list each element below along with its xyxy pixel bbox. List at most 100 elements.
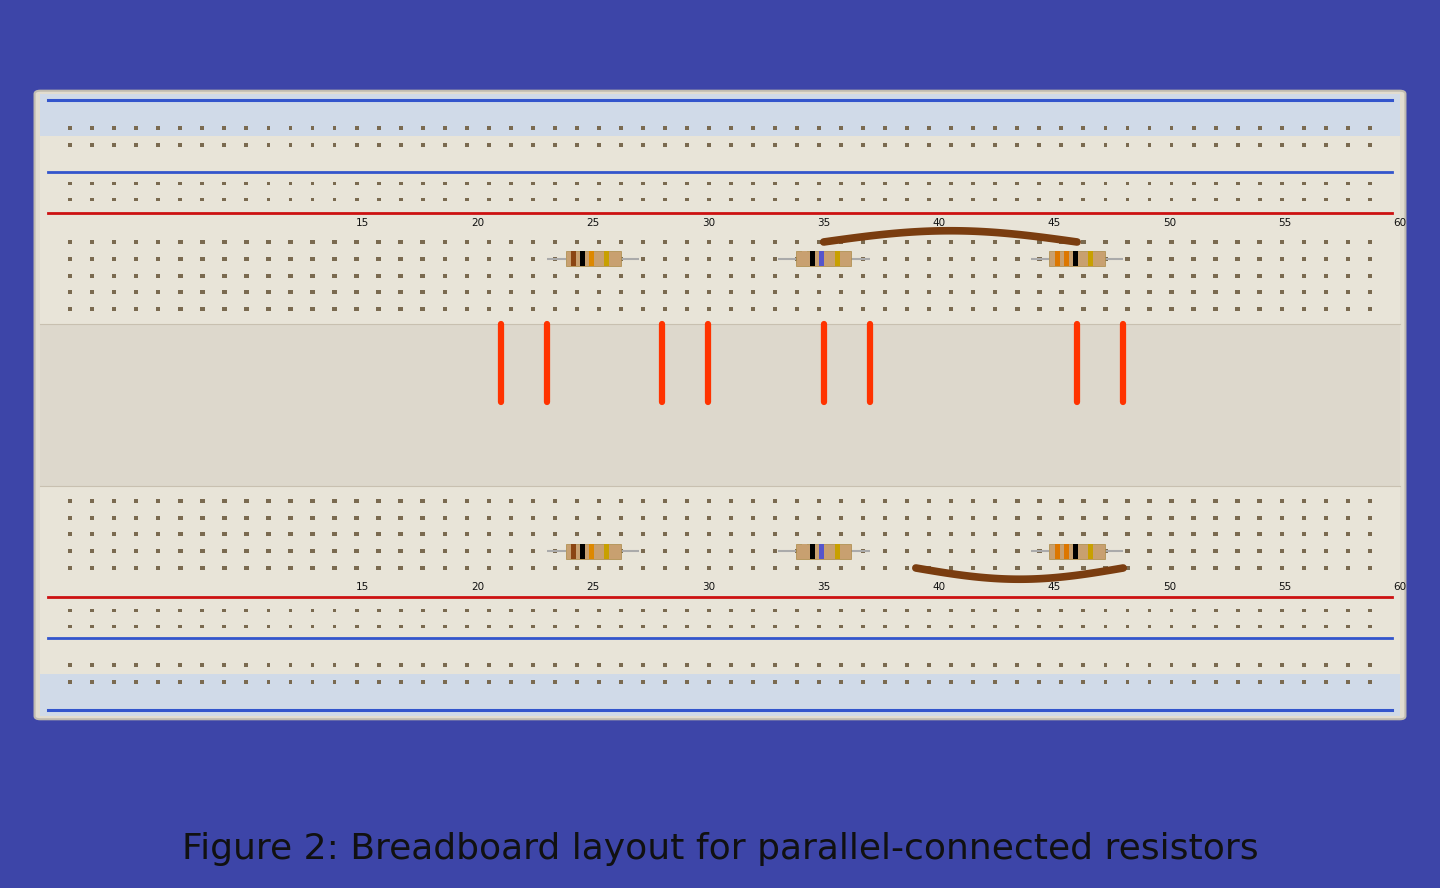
Bar [685, 516, 690, 519]
Bar [487, 516, 491, 519]
Bar [157, 608, 160, 612]
Bar [1037, 182, 1041, 186]
Bar [619, 182, 624, 186]
Text: 45: 45 [1047, 582, 1061, 591]
Bar [354, 126, 359, 130]
Bar [840, 499, 844, 503]
Bar [399, 680, 403, 684]
Bar [971, 516, 975, 519]
Bar [222, 182, 226, 186]
Text: Figure 2: Breadboard layout for parallel-connected resistors: Figure 2: Breadboard layout for parallel… [181, 832, 1259, 866]
Text: 35: 35 [816, 582, 831, 591]
Bar [575, 533, 579, 536]
Bar [1214, 143, 1218, 147]
Bar [861, 516, 865, 519]
Bar [949, 533, 953, 536]
Bar [752, 625, 755, 628]
Bar [1192, 625, 1195, 628]
Bar [266, 608, 271, 612]
Bar [619, 143, 624, 147]
Bar [1148, 680, 1152, 684]
Bar [1064, 251, 1068, 266]
Bar [641, 516, 645, 519]
Bar [949, 198, 953, 202]
Bar [575, 516, 579, 519]
Bar [619, 307, 624, 311]
Bar [1323, 143, 1328, 147]
Bar [487, 625, 491, 628]
Bar [1302, 290, 1306, 294]
Bar [1037, 516, 1041, 519]
Bar [816, 143, 821, 147]
Text: 30: 30 [701, 582, 716, 591]
Bar [662, 516, 667, 519]
Bar [1015, 257, 1020, 261]
Bar [729, 663, 733, 667]
Bar [68, 680, 72, 684]
Bar [752, 126, 755, 130]
Bar [1368, 198, 1372, 202]
Bar [465, 625, 468, 628]
Bar [354, 533, 359, 536]
Bar [68, 240, 72, 244]
Bar [1037, 663, 1041, 667]
Bar [1125, 240, 1129, 244]
Bar [245, 126, 248, 130]
Bar [883, 290, 887, 294]
Bar [1214, 566, 1218, 570]
Bar [553, 516, 557, 519]
Bar [266, 290, 271, 294]
Bar [1081, 550, 1086, 553]
Bar [112, 198, 117, 202]
Bar [200, 143, 204, 147]
Bar [68, 516, 72, 519]
Bar [596, 533, 600, 536]
Bar [840, 274, 844, 278]
Bar [1081, 625, 1086, 628]
Bar [1214, 182, 1218, 186]
Bar [508, 182, 513, 186]
Bar [1169, 257, 1174, 261]
Bar [354, 516, 359, 519]
Bar [1103, 533, 1107, 536]
Bar [1368, 257, 1372, 261]
Bar [994, 516, 998, 519]
Bar [1015, 680, 1020, 684]
Bar [288, 182, 292, 186]
Bar [906, 608, 909, 612]
Bar [266, 625, 271, 628]
Bar [1346, 663, 1349, 667]
Bar [112, 516, 117, 519]
Bar [200, 680, 204, 684]
Bar [442, 126, 446, 130]
Bar [641, 126, 645, 130]
Bar [1257, 198, 1261, 202]
Bar [1302, 516, 1306, 519]
Bar [729, 290, 733, 294]
Bar [795, 680, 799, 684]
Bar [1081, 307, 1086, 311]
Bar [662, 240, 667, 244]
Bar [729, 257, 733, 261]
Bar [641, 257, 645, 261]
Bar [1236, 257, 1240, 261]
Bar [816, 290, 821, 294]
Bar [200, 625, 204, 628]
Bar [707, 143, 711, 147]
Bar [795, 126, 799, 130]
Bar [1192, 663, 1195, 667]
Bar [1169, 182, 1174, 186]
Bar [949, 566, 953, 570]
Bar [795, 307, 799, 311]
Bar [420, 533, 425, 536]
Bar [816, 566, 821, 570]
Bar [311, 182, 314, 186]
Bar [179, 257, 183, 261]
Bar [333, 550, 337, 553]
Bar [994, 257, 998, 261]
Bar [883, 550, 887, 553]
Bar [1302, 533, 1306, 536]
Bar [508, 625, 513, 628]
Bar [598, 198, 600, 202]
Bar [1257, 625, 1261, 628]
